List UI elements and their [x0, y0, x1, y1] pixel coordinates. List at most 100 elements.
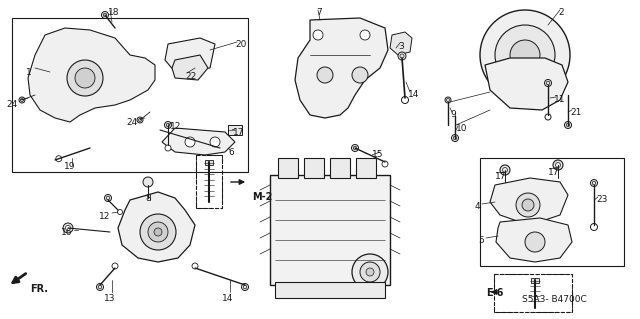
Circle shape [445, 97, 451, 103]
Bar [531, 278, 539, 283]
Text: 4: 4 [474, 202, 480, 211]
Bar [356, 158, 376, 178]
Circle shape [564, 122, 572, 129]
Bar [480, 158, 624, 266]
Text: 17: 17 [233, 128, 244, 137]
Polygon shape [496, 218, 572, 262]
Circle shape [210, 137, 220, 147]
Text: 11: 11 [554, 95, 566, 104]
Bar [330, 158, 350, 178]
Polygon shape [485, 58, 568, 110]
Circle shape [63, 223, 73, 233]
Polygon shape [165, 38, 215, 72]
Text: 16: 16 [61, 228, 72, 237]
Text: 13: 13 [104, 294, 116, 303]
Text: 1: 1 [26, 68, 32, 77]
Circle shape [137, 117, 143, 123]
Circle shape [556, 162, 561, 167]
Circle shape [480, 10, 570, 100]
Circle shape [352, 67, 368, 83]
Circle shape [75, 68, 95, 88]
Circle shape [20, 99, 24, 101]
Circle shape [106, 196, 109, 200]
Circle shape [104, 195, 111, 202]
Circle shape [495, 25, 555, 85]
Circle shape [143, 177, 153, 187]
Text: 2: 2 [558, 8, 564, 17]
Bar [12, 18, 248, 172]
Text: 7: 7 [316, 8, 322, 17]
Circle shape [164, 122, 172, 129]
Text: 19: 19 [64, 162, 76, 171]
Text: 21: 21 [570, 108, 581, 117]
Text: 12: 12 [170, 122, 181, 131]
Text: M-2: M-2 [252, 192, 273, 202]
Text: 6: 6 [228, 148, 234, 157]
Text: 24: 24 [7, 100, 18, 109]
Polygon shape [28, 28, 155, 122]
Bar [304, 158, 324, 178]
Circle shape [102, 11, 109, 19]
Circle shape [451, 135, 458, 142]
Polygon shape [162, 128, 235, 155]
Text: FR.: FR. [30, 284, 48, 294]
Text: E-6: E-6 [486, 288, 504, 298]
Text: 15: 15 [372, 150, 384, 159]
Circle shape [553, 160, 563, 170]
Circle shape [352, 254, 388, 290]
Circle shape [313, 30, 323, 40]
Text: 18: 18 [108, 8, 120, 17]
Bar [196, 155, 222, 208]
Circle shape [360, 30, 370, 40]
Text: 10: 10 [456, 124, 467, 133]
Circle shape [382, 161, 388, 167]
Circle shape [547, 81, 550, 85]
Bar [270, 175, 390, 285]
Circle shape [366, 268, 374, 276]
Circle shape [166, 123, 170, 127]
Bar [494, 274, 572, 312]
Circle shape [56, 156, 62, 162]
Circle shape [241, 284, 248, 291]
Circle shape [400, 54, 404, 58]
Text: 20: 20 [235, 40, 246, 49]
Circle shape [112, 263, 118, 269]
Text: 24: 24 [127, 118, 138, 127]
Text: 5: 5 [478, 236, 484, 245]
Circle shape [566, 123, 570, 127]
Circle shape [447, 99, 449, 101]
Circle shape [185, 137, 195, 147]
Bar [278, 158, 298, 178]
Bar [275, 282, 385, 298]
Bar [205, 160, 213, 165]
Text: 12: 12 [99, 212, 110, 221]
Text: 22: 22 [185, 72, 196, 81]
Circle shape [545, 114, 551, 120]
Polygon shape [118, 192, 195, 262]
Circle shape [510, 40, 540, 70]
Text: 3: 3 [398, 42, 404, 51]
Bar [228, 125, 242, 135]
Polygon shape [490, 178, 568, 222]
Text: S5A3- B4700C: S5A3- B4700C [522, 295, 587, 304]
Text: 17: 17 [548, 168, 559, 177]
Text: 17: 17 [495, 172, 506, 181]
Circle shape [500, 165, 510, 175]
Circle shape [154, 228, 162, 236]
Circle shape [140, 214, 176, 250]
Circle shape [525, 232, 545, 252]
Circle shape [103, 13, 107, 17]
Bar [196, 155, 222, 208]
Circle shape [138, 118, 141, 122]
Text: 23: 23 [596, 195, 607, 204]
Text: 14: 14 [222, 294, 234, 303]
Polygon shape [172, 55, 208, 80]
Circle shape [591, 224, 598, 231]
Circle shape [398, 52, 406, 60]
Circle shape [360, 262, 380, 282]
Circle shape [317, 67, 333, 83]
Circle shape [99, 285, 102, 289]
Circle shape [97, 284, 104, 291]
Circle shape [502, 167, 508, 173]
Circle shape [351, 145, 358, 152]
